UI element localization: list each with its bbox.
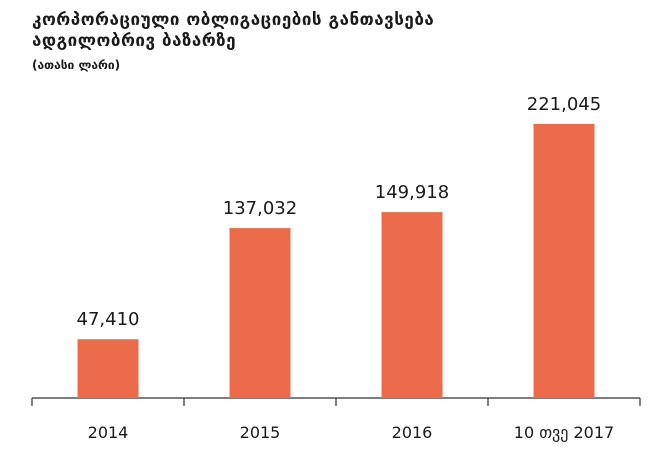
- data-label: 221,045: [527, 94, 601, 115]
- bar-2014: [77, 339, 139, 398]
- x-tick-label: 10 თვე 2017: [514, 423, 614, 442]
- x-tick-label: 2014: [88, 423, 129, 442]
- data-label: 137,032: [223, 198, 297, 219]
- chart-title-line-2: ადგილობრივ ბაზარზე: [32, 31, 237, 51]
- chart-title: კორპორაციული ობლიგაციების განთავსება ადგ…: [32, 10, 434, 52]
- chart-subtitle: (ათასი ლარი): [32, 58, 121, 72]
- bar-2015: [229, 228, 291, 398]
- x-tick-label: 2016: [392, 423, 433, 442]
- x-tick-label: 2015: [240, 423, 281, 442]
- chart-title-line-1: კორპორაციული ობლიგაციების განთავსება: [32, 10, 435, 30]
- data-label: 149,918: [375, 182, 449, 203]
- bar-2016: [381, 212, 443, 398]
- bar-10-თვე-2017: [533, 123, 595, 398]
- data-label: 47,410: [77, 309, 140, 330]
